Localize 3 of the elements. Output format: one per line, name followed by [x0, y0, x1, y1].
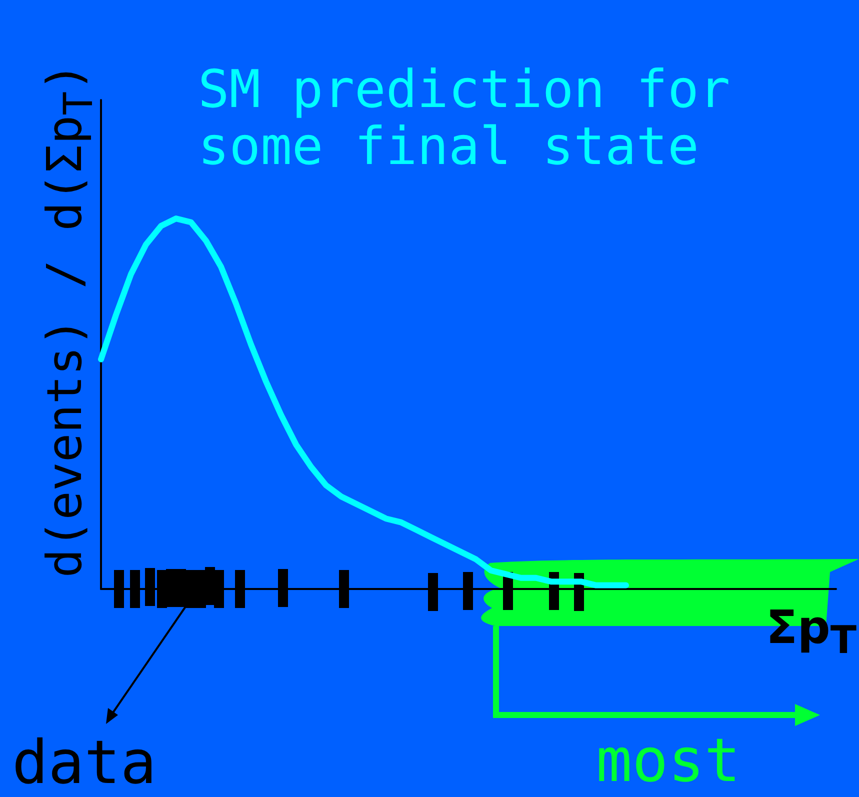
text: data — [12, 728, 156, 797]
text: most — [596, 726, 740, 796]
chart-title: SM prediction for some final state — [198, 60, 730, 178]
